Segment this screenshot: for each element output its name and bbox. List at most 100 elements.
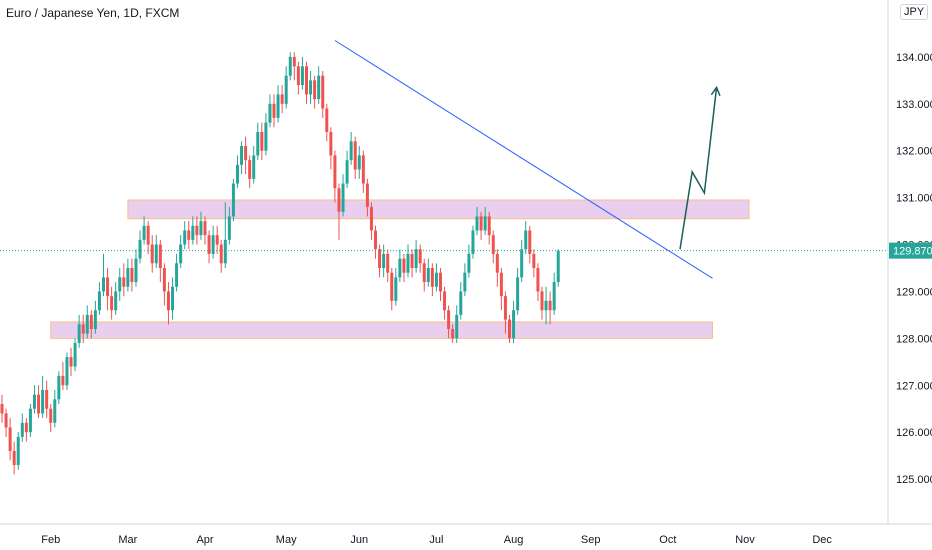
candle-body <box>106 277 110 297</box>
candle-body <box>459 291 463 315</box>
candle-body <box>191 225 195 240</box>
candle-body <box>296 66 300 86</box>
candle-body <box>438 272 442 292</box>
candle-body <box>544 300 548 311</box>
candle-body <box>288 56 292 76</box>
candle-body <box>313 80 317 100</box>
candle-body <box>329 131 333 156</box>
price-tick-label: 127.000 <box>896 380 932 392</box>
candle-body <box>223 239 227 264</box>
candle-body <box>134 258 138 283</box>
price-tick-label: 126.000 <box>896 427 932 439</box>
price-tick-label: 125.000 <box>896 474 932 486</box>
candle-body <box>45 389 49 409</box>
price-tick-label: 129.000 <box>896 286 932 298</box>
candle-body <box>57 375 61 400</box>
time-tick-label: Sep <box>581 534 601 546</box>
candle-body <box>65 357 69 386</box>
candle-body <box>235 164 239 184</box>
candle-body <box>382 253 386 268</box>
candle-body <box>199 221 203 236</box>
candle-body <box>264 122 268 151</box>
candle-body <box>520 249 524 278</box>
time-tick-label: Oct <box>659 534 676 546</box>
candle-body <box>215 235 219 245</box>
candle-body <box>154 244 158 264</box>
candle-body <box>219 244 223 264</box>
candle-body <box>402 258 406 273</box>
candle-body <box>227 216 231 240</box>
candle-body <box>73 343 77 367</box>
candle-body <box>126 268 130 287</box>
candle-body <box>284 75 288 104</box>
candle-body <box>211 235 215 254</box>
resistance-zone <box>127 199 750 220</box>
candle-body <box>166 291 170 311</box>
candle-body <box>16 436 20 466</box>
candle-body <box>158 244 162 268</box>
candle-body <box>317 75 321 100</box>
candle-body <box>325 108 329 132</box>
candle-body <box>4 413 8 428</box>
candle-body <box>49 408 53 423</box>
candle-body <box>369 207 373 231</box>
candle-body <box>53 399 57 423</box>
time-tick-label: Apr <box>196 534 213 546</box>
candle-body <box>118 277 122 292</box>
candle-body <box>309 80 313 95</box>
candle-body <box>451 328 455 339</box>
candle-body <box>41 389 45 414</box>
candle-body <box>556 250 560 283</box>
candle-body <box>532 253 536 268</box>
time-tick-label: Jun <box>350 534 368 546</box>
candle-body <box>305 66 308 95</box>
currency-badge[interactable]: JPY <box>900 4 929 20</box>
price-tick-label: 128.000 <box>896 333 932 345</box>
candle-body <box>20 422 24 437</box>
candle-body <box>422 263 426 283</box>
candle-body <box>491 235 495 254</box>
candle-body <box>426 268 430 283</box>
candle-body <box>467 253 471 273</box>
candle-body <box>248 160 252 179</box>
candle-body <box>552 282 556 311</box>
candle-body <box>207 235 211 254</box>
trendline <box>334 40 713 279</box>
candle-body <box>443 291 447 311</box>
candle-body <box>479 216 483 231</box>
candle-body <box>528 230 532 254</box>
candle-body <box>378 249 382 268</box>
candle-body <box>77 324 81 344</box>
price-tick-label: 132.000 <box>896 146 932 158</box>
candle-body <box>175 263 179 287</box>
candle-body <box>483 216 487 231</box>
time-tick-label: Feb <box>41 534 60 546</box>
candle-body <box>455 314 459 339</box>
candle-body <box>548 300 552 311</box>
candle-body <box>85 314 89 334</box>
candle-body <box>386 253 390 273</box>
candle-body <box>231 183 235 217</box>
candle-body <box>162 268 166 292</box>
time-tick-label: Dec <box>812 534 832 546</box>
candle-body <box>321 75 325 109</box>
candle-body <box>499 272 503 297</box>
candle-body <box>345 160 349 184</box>
candle-body <box>240 146 244 165</box>
candle-body <box>276 94 280 118</box>
candle-body <box>114 291 118 311</box>
candle-body <box>130 268 134 283</box>
candle-body <box>508 319 511 339</box>
candle-body <box>171 286 175 311</box>
candle-body <box>8 427 12 451</box>
candle-body <box>410 253 414 268</box>
candle-body <box>32 394 36 409</box>
candle-body <box>447 310 451 329</box>
candle-body <box>183 230 187 245</box>
candle-body <box>365 183 369 208</box>
candle-body <box>268 103 272 123</box>
candle-body <box>292 56 296 67</box>
candle-body <box>142 225 146 240</box>
last-price-badge <box>889 242 932 259</box>
